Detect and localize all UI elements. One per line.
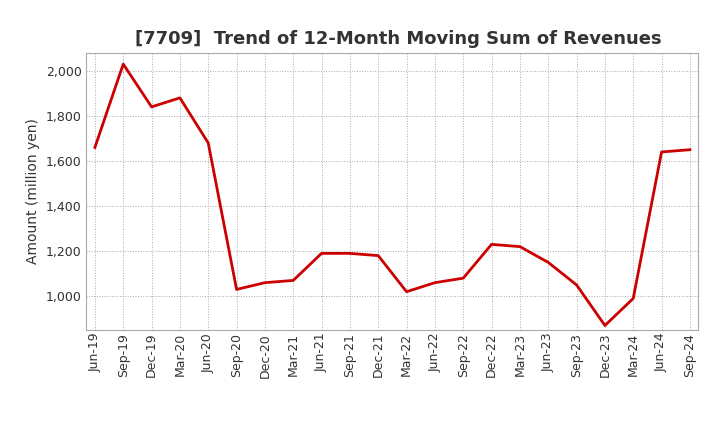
Y-axis label: Amount (million yen): Amount (million yen): [26, 118, 40, 264]
Text: [7709]  Trend of 12-Month Moving Sum of Revenues: [7709] Trend of 12-Month Moving Sum of R…: [135, 30, 662, 48]
